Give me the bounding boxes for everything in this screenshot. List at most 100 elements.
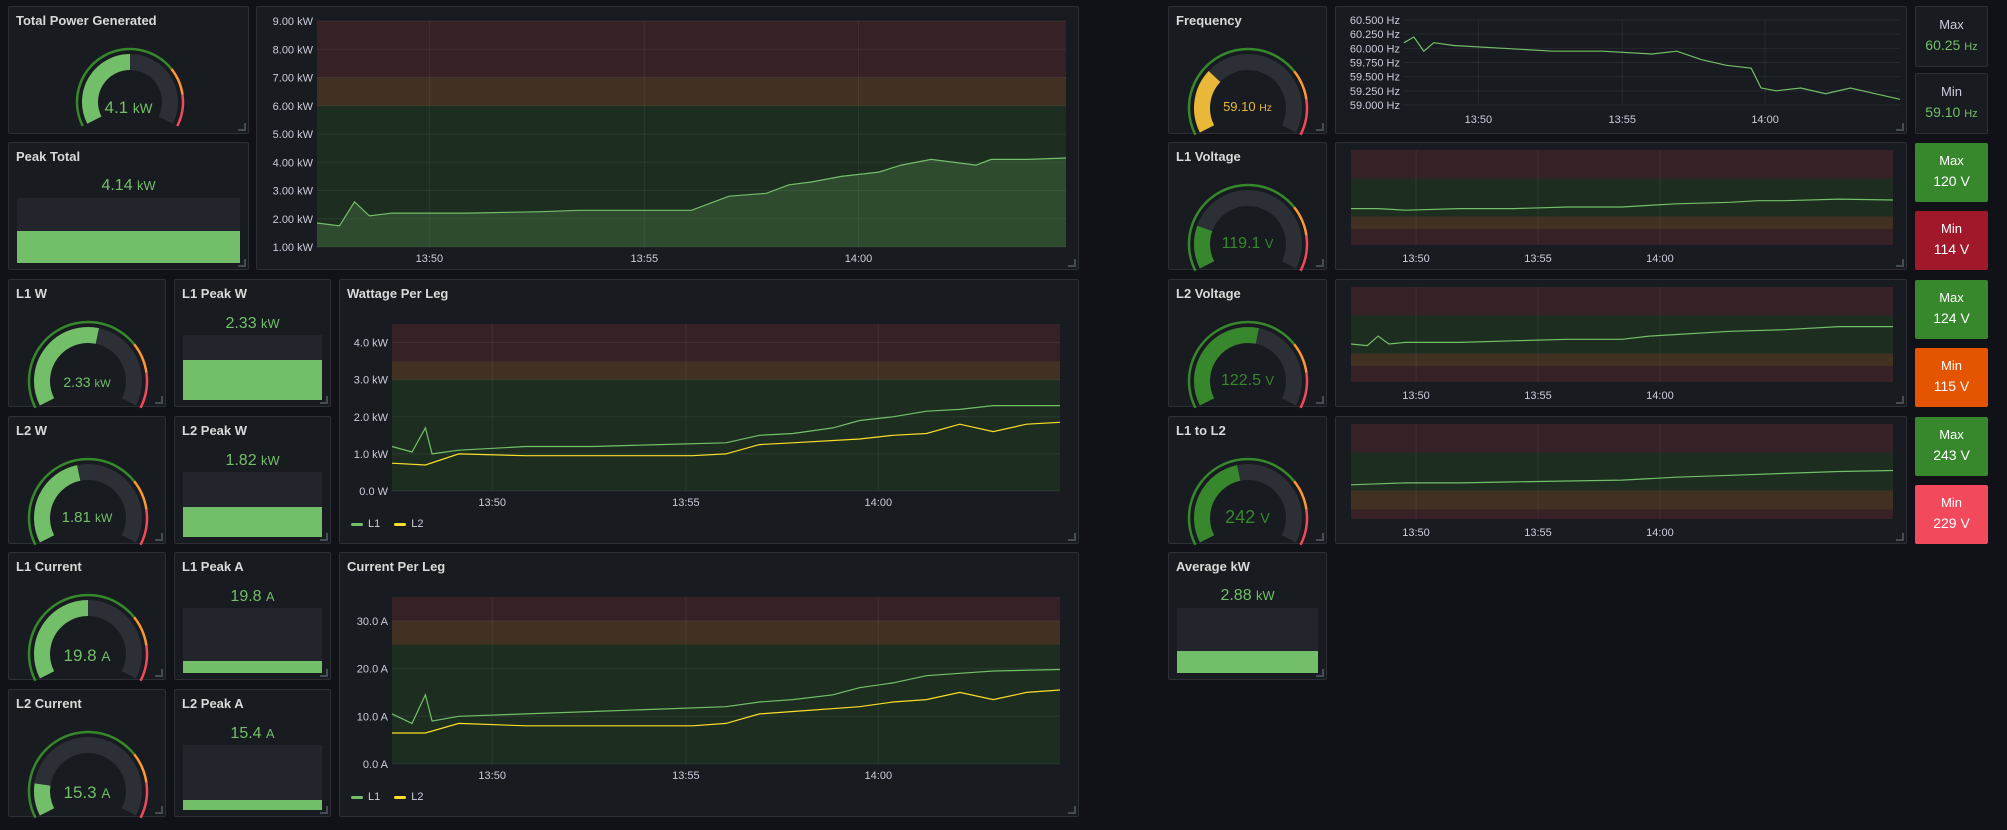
resize-handle[interactable]	[1068, 259, 1076, 267]
legend-item-l1[interactable]: L1	[351, 518, 380, 530]
panel-total-power-graph[interactable]: 1.00 kW 2.00 kW 3.00 kW 4.00 kW 5.00 kW 6.00 …	[256, 6, 1079, 270]
stat-l12-max[interactable]: Max 243 V	[1915, 417, 1988, 476]
series-line-l1	[391, 405, 1060, 455]
resize-handle[interactable]	[320, 806, 328, 814]
stat-label: Min	[1941, 358, 1962, 373]
stat-frequency-max[interactable]: Max 60.25 Hz	[1915, 6, 1988, 67]
bar-fill	[183, 507, 322, 537]
threshold-band-green	[392, 379, 1060, 491]
panel-l2-w[interactable]: L2 W 1.81 kW	[8, 416, 166, 546]
resize-handle[interactable]	[1896, 396, 1904, 404]
gauge-value-arc	[34, 783, 55, 816]
bar-track	[17, 198, 240, 263]
stat-l2v-min[interactable]: Min 115 V	[1915, 348, 1988, 407]
panel-l1-to-l2-graph[interactable]: 13:50 13:55 14:00	[1335, 416, 1907, 544]
gauge-threshold-green	[1187, 47, 1296, 136]
chart-legend: L1 L2	[351, 791, 424, 803]
y-tick-label: 60.500 Hz	[1350, 15, 1400, 27]
resize-handle[interactable]	[320, 669, 328, 677]
panel-l2-voltage-graph[interactable]: 13:50 13:55 14:00	[1335, 279, 1907, 407]
resize-handle[interactable]	[1896, 123, 1904, 131]
panel-average-kw[interactable]: Average kW 2.88 kW	[1168, 552, 1327, 680]
panel-title: Current Per Leg	[347, 559, 446, 574]
panel-l1-peak-a[interactable]: L1 Peak A 19.8 A	[174, 552, 331, 680]
panel-wattage-per-leg[interactable]: Wattage Per Leg 0.0 W 1.0 kW 2.0 kW 3.0 kW 4…	[339, 279, 1079, 544]
panel-title: L2 Current	[16, 696, 82, 711]
gauge-track	[1194, 54, 1302, 133]
stat-l1v-min[interactable]: Min 114 V	[1915, 211, 1988, 270]
gauge-threshold-red	[176, 94, 185, 127]
gauge-value-arc	[1194, 225, 1215, 269]
resize-handle[interactable]	[1316, 396, 1324, 404]
y-tick-label: 5.00 kW	[273, 129, 314, 141]
resize-handle[interactable]	[155, 806, 163, 814]
series-line	[316, 157, 1067, 227]
gauge-icon	[27, 593, 149, 682]
resize-handle[interactable]	[320, 533, 328, 541]
total-power-chart: 1.00 kW 2.00 kW 3.00 kW 4.00 kW 5.00 kW 6.00 …	[273, 16, 1067, 265]
x-tick-label: 13:55	[672, 770, 700, 782]
panel-title: L1 Voltage	[1176, 149, 1241, 164]
legend-item-l2[interactable]: L2	[394, 791, 424, 803]
panel-l1-w[interactable]: L1 W 2.33 kW	[8, 279, 166, 409]
legend-item-l1[interactable]: L1	[351, 791, 380, 803]
resize-handle[interactable]	[155, 396, 163, 404]
resize-handle[interactable]	[320, 396, 328, 404]
panel-current-per-leg[interactable]: Current Per Leg 0.0 A 10.0 A 20.0 A 30.0 A 1…	[339, 552, 1079, 817]
gauge-value-arc	[34, 327, 99, 406]
gauge-icon	[27, 730, 149, 819]
gauge-icon	[75, 47, 185, 127]
stat-value: 243 V	[1933, 447, 1970, 463]
gauge-threshold-green	[27, 320, 136, 409]
stat-l1v-max[interactable]: Max 120 V	[1915, 143, 1988, 202]
panel-l1-current[interactable]: L1 Current 19.8 A	[8, 552, 166, 682]
wattage-chart: 0.0 W 1.0 kW 2.0 kW 3.0 kW 4.0 kW 13:50 13:55 1…	[354, 324, 1061, 509]
panel-title: L1 Peak W	[182, 286, 248, 301]
resize-handle[interactable]	[155, 669, 163, 677]
panel-frequency[interactable]: Frequency 59.10 Hz	[1168, 6, 1327, 136]
y-tick-label: 3.00 kW	[273, 186, 314, 198]
legend-item-l2[interactable]: L2	[394, 518, 424, 530]
gauge-threshold-orange	[133, 616, 148, 646]
gauge-value: 59.10 Hz	[1223, 99, 1272, 114]
resize-handle[interactable]	[1316, 669, 1324, 677]
resize-handle[interactable]	[1316, 533, 1324, 541]
panel-l2-peak-w[interactable]: L2 Peak W 1.82 kW	[174, 416, 331, 544]
y-tick-label: 1.0 kW	[354, 449, 389, 461]
resize-handle[interactable]	[1068, 806, 1076, 814]
resize-handle[interactable]	[1896, 259, 1904, 267]
resize-handle[interactable]	[1316, 259, 1324, 267]
gauge-threshold-red	[139, 509, 149, 546]
stat-l12-min[interactable]: Min 229 V	[1915, 485, 1988, 544]
panel-l2-current[interactable]: L2 Current 15.3 A	[8, 689, 166, 819]
gauge-icon	[27, 320, 149, 409]
panel-total-power[interactable]: Total Power Generated 4.1 kW	[8, 6, 249, 134]
resize-handle[interactable]	[1896, 533, 1904, 541]
bar-track	[183, 608, 322, 673]
x-tick-label: 13:55	[1524, 390, 1552, 402]
y-tick-label: 2.0 kW	[354, 412, 389, 424]
panel-l1-voltage[interactable]: L1 Voltage 119.1 V	[1168, 142, 1327, 272]
x-tick-label: 13:55	[1524, 527, 1552, 539]
panel-frequency-graph[interactable]: 59.000 Hz 59.250 Hz 59.500 Hz 59.750 Hz 60.0…	[1335, 6, 1907, 134]
gauge-value-arc	[1194, 327, 1259, 406]
stat-frequency-min[interactable]: Min 59.10 Hz	[1915, 73, 1988, 134]
panel-l1-to-l2[interactable]: L1 to L2 242 V	[1168, 416, 1327, 546]
panel-l1-voltage-graph[interactable]: 13:50 13:55 14:00	[1335, 142, 1907, 270]
stat-l2v-max[interactable]: Max 124 V	[1915, 280, 1988, 339]
panel-l2-voltage[interactable]: L2 Voltage 122.5 V	[1168, 279, 1327, 409]
resize-handle[interactable]	[1316, 123, 1324, 131]
gauge-threshold-green	[1187, 457, 1296, 546]
series-area	[317, 158, 1066, 247]
stat-value: 120 V	[1933, 173, 1970, 189]
y-tick-label: 30.0 A	[357, 616, 389, 628]
panel-peak-total[interactable]: Peak Total 4.14 kW	[8, 142, 249, 270]
panel-l2-peak-a[interactable]: L2 Peak A 15.4 A	[174, 689, 331, 817]
bar-value: 15.4 A	[230, 725, 275, 742]
resize-handle[interactable]	[1068, 533, 1076, 541]
resize-handle[interactable]	[238, 123, 246, 131]
resize-handle[interactable]	[238, 259, 246, 267]
resize-handle[interactable]	[155, 533, 163, 541]
stat-label: Min	[1941, 221, 1962, 236]
panel-l1-peak-w[interactable]: L1 Peak W 2.33 kW	[174, 279, 331, 407]
